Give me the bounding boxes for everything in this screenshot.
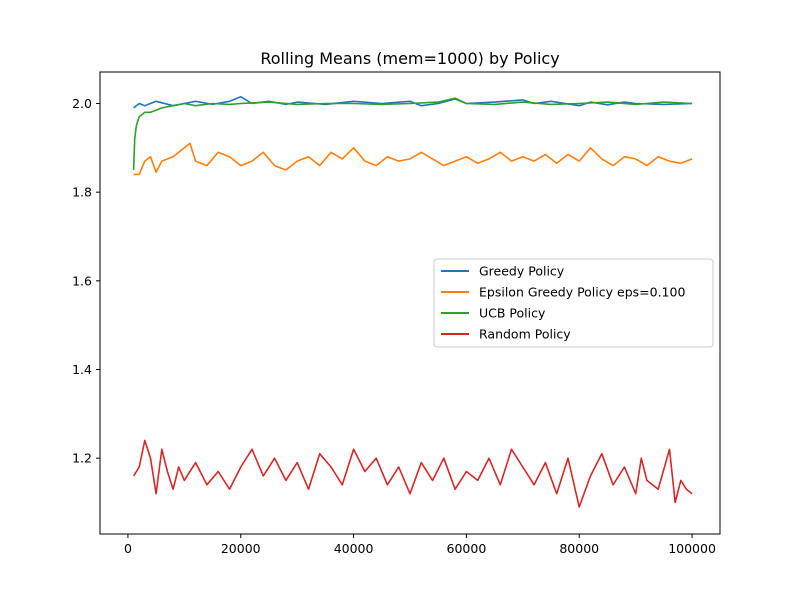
plot-frame	[99, 71, 721, 535]
legend-label-ucb-policy: UCB Policy	[479, 306, 546, 321]
x-tick-label: 20000	[221, 541, 261, 556]
chart-title: Rolling Means (mem=1000) by Policy	[260, 49, 559, 68]
legend[interactable]: Greedy Policy Epsilon Greedy Policy eps=0…	[433, 258, 714, 348]
series-layer	[132, 96, 693, 508]
y-tick-label: 1.6	[72, 273, 92, 288]
x-tick-label: 0	[124, 541, 132, 556]
y-tick-label: 1.4	[72, 362, 92, 377]
series-line-random-policy	[132, 439, 693, 508]
y-tick-label: 1.8	[72, 185, 92, 200]
series-line-epsilon-greedy-policy-eps-0-100	[133, 142, 693, 176]
x-tick-label: 100000	[668, 541, 716, 556]
legend-label-random-policy: Random Policy	[479, 327, 571, 342]
y-axis: 1.2 1.4 1.6 1.8 2.0	[72, 96, 100, 466]
legend-box	[433, 258, 714, 348]
legend-label-epsilon-greedy-policy-eps-0-100: Epsilon Greedy Policy eps=0.100	[479, 285, 685, 300]
y-tick-label: 1.2	[72, 451, 92, 466]
x-tick-label: 60000	[447, 541, 487, 556]
legend-label-greedy-policy: Greedy Policy	[479, 264, 565, 279]
y-tick-label: 2.0	[72, 96, 92, 111]
x-tick-label: 80000	[559, 541, 599, 556]
x-axis: 0 20000 40000 60000 80000 100000	[124, 534, 716, 556]
x-tick-label: 40000	[334, 541, 374, 556]
series-line-ucb-policy	[132, 97, 693, 171]
